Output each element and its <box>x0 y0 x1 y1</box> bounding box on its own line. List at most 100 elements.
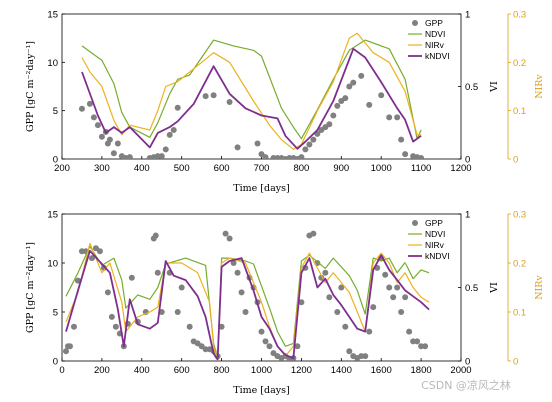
x-axis-title: Time [days] <box>233 183 289 194</box>
series-gpp-points <box>62 230 429 361</box>
x-tick-label: 400 <box>134 163 150 174</box>
x-tick-label: 800 <box>214 365 230 376</box>
gpp-point <box>262 338 269 345</box>
gpp-point <box>402 294 409 301</box>
gpp-point <box>254 140 261 147</box>
gpp-point <box>362 353 369 360</box>
gpp-point <box>96 248 103 255</box>
plot-content <box>78 32 425 159</box>
gpp-point <box>422 343 429 350</box>
gpp-point <box>128 274 135 281</box>
gpp-point <box>382 271 389 278</box>
x-tick-label: 1800 <box>411 365 432 376</box>
x-tick-label: 1000 <box>371 163 392 174</box>
y-left-tick-label: 10 <box>47 58 58 69</box>
x-tick-label: 800 <box>293 163 309 174</box>
legend-item-kndvi: kNDVI <box>408 51 450 61</box>
legend-label-ndvi: NDVI <box>425 229 445 239</box>
legend-label-gpp: GPP <box>425 18 443 28</box>
gpp-point <box>366 328 373 335</box>
y-left-tick-label: 15 <box>47 10 58 21</box>
gpp-point <box>418 155 425 159</box>
x-tick-label: 1200 <box>450 163 471 174</box>
gpp-point <box>174 309 181 315</box>
gpp-point <box>342 323 349 330</box>
gpp-point <box>90 114 97 121</box>
gpp-point <box>78 105 85 112</box>
gpp-point <box>366 101 373 108</box>
y-nirv-axis-title: NIRv <box>534 74 545 99</box>
gpp-point <box>86 100 93 107</box>
y-nirv-axis-title: NIRv <box>534 275 545 300</box>
gpp-point <box>342 95 349 102</box>
gpp-point <box>108 313 115 320</box>
chart-bottom: 0 200 400 600 800 1000 1200 1400 1600 1800 2000Tim… <box>25 210 545 397</box>
gpp-point <box>390 294 397 301</box>
y-nirv-tick-label: 0.3 <box>513 210 526 221</box>
y-vi-axis-title: VI <box>489 81 500 93</box>
legend-label-ndvi: NDVI <box>425 29 445 39</box>
gpp-point <box>306 141 313 148</box>
y-vi-tick-label: 0 <box>465 155 470 166</box>
gpp-point <box>126 154 133 159</box>
x-tick-label: 1400 <box>331 365 352 376</box>
gpp-point <box>210 92 217 99</box>
gpp-point <box>88 255 95 262</box>
x-tick-label: 1200 <box>291 365 312 376</box>
gpp-point <box>112 323 119 330</box>
gpp-point <box>154 269 161 276</box>
y-vi-tick-label: 1 <box>465 10 470 21</box>
gpp-point <box>162 146 169 153</box>
y-vi-axis-title: VI <box>489 282 500 294</box>
gpp-point <box>378 92 385 99</box>
legend-label-kndvi: kNDVI <box>425 251 450 261</box>
gpp-point <box>298 299 305 306</box>
gpp-point <box>174 104 181 111</box>
x-tick-label: 600 <box>214 163 230 174</box>
gpp-point <box>310 136 317 143</box>
legend-item-ndvi: NDVI <box>408 29 445 39</box>
chart-top: 200 300 400 500 600 700 800 900 1000 1100 1200Time… <box>25 10 545 195</box>
gpp-point <box>170 127 177 133</box>
gpp-point <box>104 289 111 296</box>
gpp-point <box>302 146 309 153</box>
gpp-point <box>166 131 173 138</box>
legend-item-nirv: NIRv <box>408 240 445 250</box>
gpp-point <box>94 122 101 129</box>
x-tick-label: 500 <box>174 163 190 174</box>
gpp-point <box>330 112 337 119</box>
gpp-point <box>326 294 333 301</box>
gpp-point <box>358 72 365 79</box>
gpp-point <box>262 154 269 159</box>
gpp-point <box>386 114 393 121</box>
x-axis-title: Time [days] <box>233 385 289 396</box>
gpp-point <box>346 83 353 90</box>
y-left-tick-label: 0 <box>53 357 58 368</box>
y-vi-tick-label: 0.5 <box>465 82 478 93</box>
gpp-point <box>266 343 273 350</box>
gpp-point <box>350 79 357 86</box>
legend-marker-gpp <box>412 20 418 26</box>
y-left-axis-title: GPP [gC m⁻²day⁻¹] <box>25 41 36 132</box>
y-nirv-tick-label: 0 <box>513 155 518 166</box>
gpp-point <box>310 230 317 237</box>
gpp-point <box>74 277 81 284</box>
gpp-point <box>62 348 69 355</box>
gpp-point <box>394 284 401 291</box>
gpp-point <box>298 154 305 159</box>
gpp-point <box>370 304 377 311</box>
legend-label-gpp: GPP <box>425 218 443 228</box>
series-kndvi-line <box>81 47 422 150</box>
x-tick-label: 2000 <box>450 365 471 376</box>
legend-item-gpp: GPP <box>412 18 443 28</box>
gpp-point <box>394 114 401 121</box>
gpp-point <box>322 269 329 276</box>
gpp-point <box>66 343 73 350</box>
y-nirv-tick-label: 0.1 <box>513 106 526 117</box>
series-gpp-points <box>78 72 425 159</box>
x-tick-label: 200 <box>54 163 70 174</box>
x-tick-label: 900 <box>333 163 349 174</box>
x-tick-label: 1000 <box>251 365 272 376</box>
y-left-tick-label: 5 <box>53 106 58 117</box>
gpp-point <box>70 323 77 330</box>
